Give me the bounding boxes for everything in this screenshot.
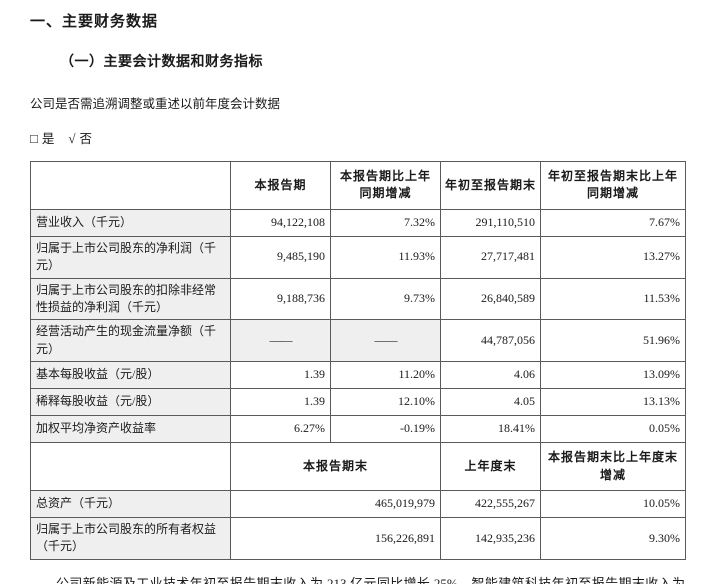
restatement-answer-line: □ 是 √ 否 xyxy=(30,128,685,147)
cell-value: 156,226,891 xyxy=(230,516,441,560)
cell-value: 4.06 xyxy=(440,361,541,390)
cell-value: 7.67% xyxy=(540,208,686,237)
cell-value: 44,787,056 xyxy=(440,319,541,363)
row-label: 基本每股收益（元/股） xyxy=(30,361,231,390)
row-label: 归属于上市公司股东的所有者权益（千元） xyxy=(30,516,231,560)
section-heading: 一、主要财务数据 xyxy=(30,14,159,30)
row-label: 总资产（千元） xyxy=(30,489,231,518)
table-row-operating-cash-flow: 经营活动产生的现金流量净额（千元） —— —— 44,787,056 51.96… xyxy=(30,319,686,363)
cell-value: 26,840,589 xyxy=(440,277,541,321)
subheader-cell-blank xyxy=(30,442,231,491)
table-subheader-row: 本报告期末 上年度末 本报告期末比上年度末增减 xyxy=(30,442,686,491)
table-row-basic-eps: 基本每股收益（元/股） 1.39 11.20% 4.06 13.09% xyxy=(30,361,686,390)
cell-value: 18.41% xyxy=(440,415,541,444)
table-header-row: 本报告期 本报告期比上年同期增减 年初至报告期末 年初至报告期末比上年同期增减 xyxy=(30,161,686,210)
subsection-heading: （一）主要会计数据和财务指标 xyxy=(60,55,263,70)
cell-value: 6.27% xyxy=(230,415,331,444)
cell-value: 465,019,979 xyxy=(230,489,441,518)
cell-value: 7.32% xyxy=(330,208,441,237)
cell-value: 13.09% xyxy=(540,361,686,390)
cell-value-dash: —— xyxy=(230,319,331,363)
header-cell-period-change: 本报告期比上年同期增减 xyxy=(330,161,441,210)
cell-value: 11.93% xyxy=(330,235,441,279)
yes-label: 是 xyxy=(41,132,55,146)
row-label: 经营活动产生的现金流量净额（千元） xyxy=(30,319,231,363)
header-cell-ytd: 年初至报告期末 xyxy=(440,161,541,210)
table-row-diluted-eps: 稀释每股收益（元/股） 1.39 12.10% 4.05 13.13% xyxy=(30,388,686,417)
table-row-net-profit: 归属于上市公司股东的净利润（千元） 9,485,190 11.93% 27,71… xyxy=(30,235,686,279)
cell-value: 0.05% xyxy=(540,415,686,444)
table-row-net-profit-excl-nonrecurring: 归属于上市公司股东的扣除非经常性损益的净利润（千元） 9,188,736 9.7… xyxy=(30,277,686,321)
cell-value: 11.20% xyxy=(330,361,441,390)
cell-value: 13.13% xyxy=(540,388,686,417)
cell-value: 51.96% xyxy=(540,319,686,363)
subheader-cell-period-end: 本报告期末 xyxy=(230,442,441,491)
cell-value: 27,717,481 xyxy=(440,235,541,279)
header-cell-current-period: 本报告期 xyxy=(230,161,331,210)
cell-value: 422,555,267 xyxy=(440,489,541,518)
cell-value: 13.27% xyxy=(540,235,686,279)
row-label: 稀释每股收益（元/股） xyxy=(30,388,231,417)
row-label: 归属于上市公司股东的净利润（千元） xyxy=(30,235,231,279)
cell-value: 9,188,736 xyxy=(230,277,331,321)
financial-data-table: 本报告期 本报告期比上年同期增减 年初至报告期末 年初至报告期末比上年同期增减 … xyxy=(30,161,686,560)
table-row-revenue: 营业收入（千元） 94,122,108 7.32% 291,110,510 7.… xyxy=(30,208,686,237)
cell-value: 94,122,108 xyxy=(230,208,331,237)
table-row-weighted-roe: 加权平均净资产收益率 6.27% -0.19% 18.41% 0.05% xyxy=(30,415,686,444)
header-cell-blank xyxy=(30,161,231,210)
row-label: 营业收入（千元） xyxy=(30,208,231,237)
header-cell-ytd-change: 年初至报告期末比上年同期增减 xyxy=(540,161,686,210)
cell-value: 291,110,510 xyxy=(440,208,541,237)
cell-value: 142,935,236 xyxy=(440,516,541,560)
cell-value: 12.10% xyxy=(330,388,441,417)
restatement-note: 公司是否需追溯调整或重述以前年度会计数据 xyxy=(30,97,281,111)
check-icon: √ xyxy=(68,131,76,146)
cell-value: 9,485,190 xyxy=(230,235,331,279)
no-label: 否 xyxy=(79,132,93,146)
summary-paragraph: 公司新能源及工业技术年初至报告期末收入为 213 亿元同比增长 25%，智能建筑… xyxy=(56,575,685,584)
row-label: 归属于上市公司股东的扣除非经常性损益的净利润（千元） xyxy=(30,277,231,321)
cell-value: 10.05% xyxy=(540,489,686,518)
cell-value: 9.30% xyxy=(540,516,686,560)
cell-value: 1.39 xyxy=(230,388,331,417)
checkbox-unchecked-icon: □ xyxy=(30,131,38,146)
cell-value: -0.19% xyxy=(330,415,441,444)
table-row-shareholders-equity: 归属于上市公司股东的所有者权益（千元） 156,226,891 142,935,… xyxy=(30,516,686,560)
subheader-cell-prior-year-end: 上年度末 xyxy=(440,442,541,491)
cell-value: 4.05 xyxy=(440,388,541,417)
cell-value: 9.73% xyxy=(330,277,441,321)
cell-value-dash: —— xyxy=(330,319,441,363)
cell-value: 1.39 xyxy=(230,361,331,390)
subheader-cell-yearend-change: 本报告期末比上年度末增减 xyxy=(540,442,686,491)
table-row-total-assets: 总资产（千元） 465,019,979 422,555,267 10.05% xyxy=(30,489,686,518)
cell-value: 11.53% xyxy=(540,277,686,321)
row-label: 加权平均净资产收益率 xyxy=(30,415,231,444)
